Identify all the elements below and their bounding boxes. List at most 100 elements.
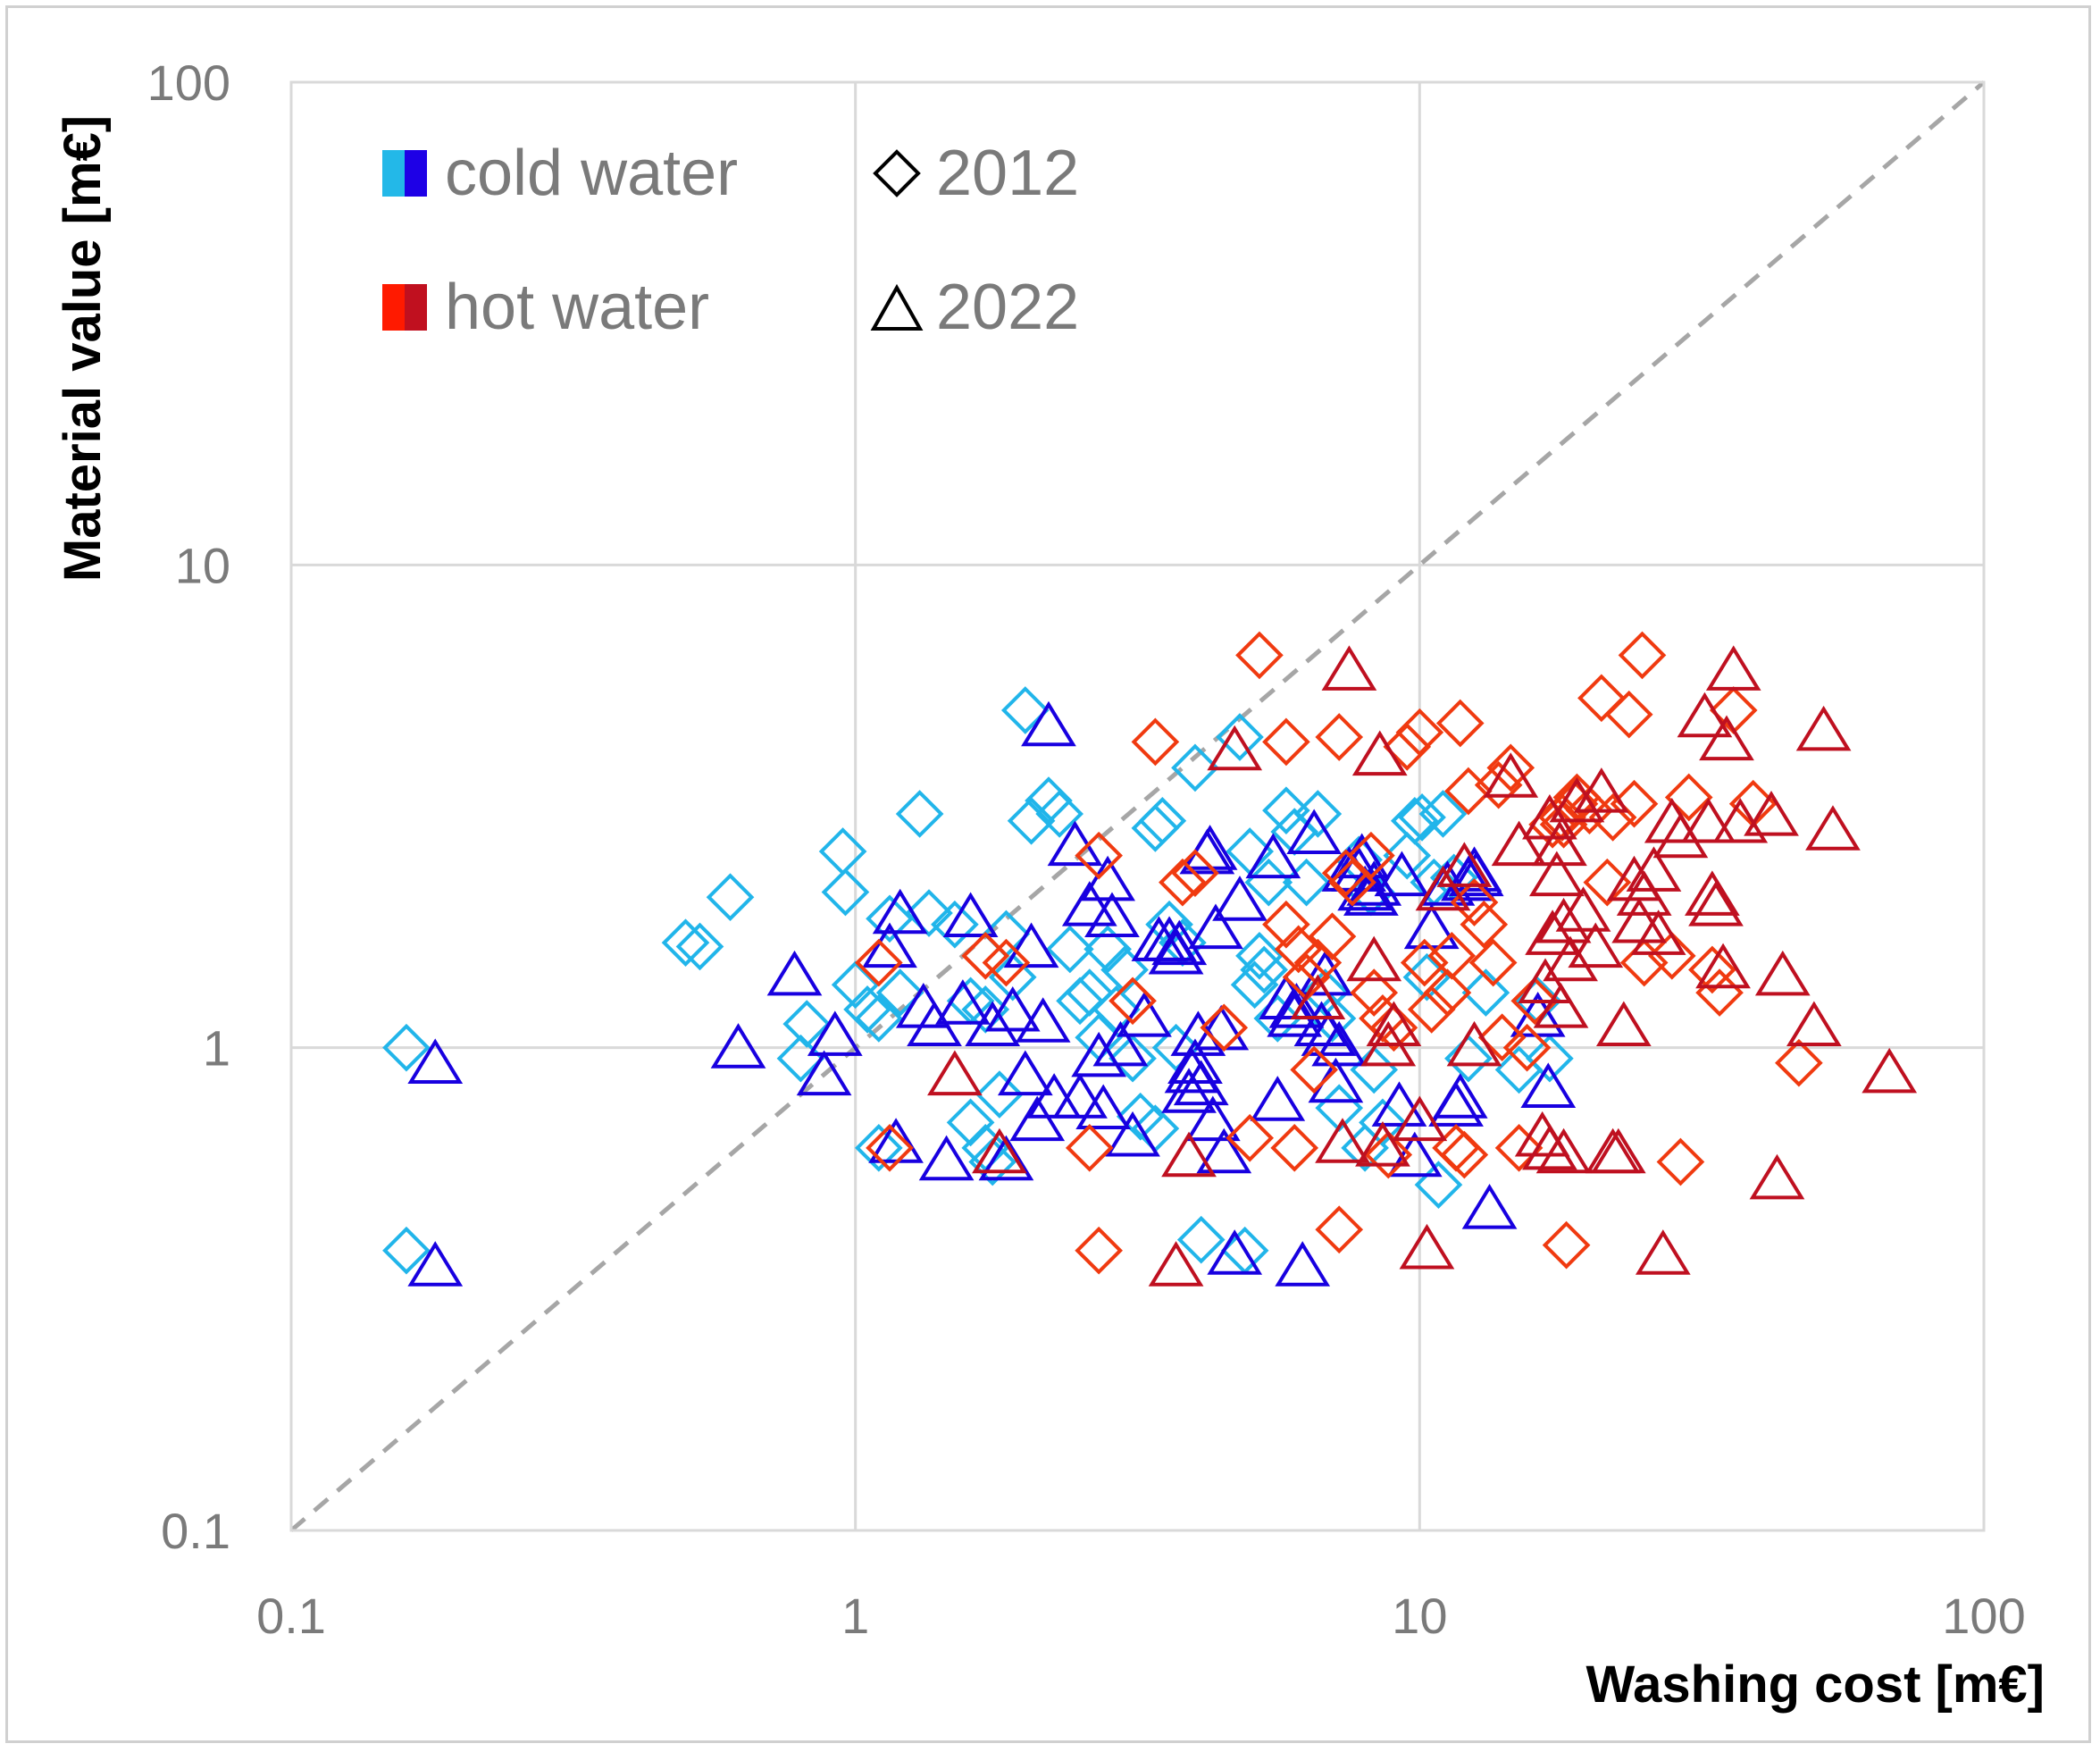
triangle-point-3-25 (1528, 851, 1585, 897)
diamond-point-2-40 (1444, 767, 1493, 816)
diamond-point-2-16 (1270, 1124, 1319, 1172)
diamond-point-0-50 (1230, 960, 1279, 1010)
diamond-point-0-19 (961, 985, 1010, 1034)
triangle-point-1-59 (1301, 1010, 1357, 1056)
triangle-point-1-56 (1286, 809, 1343, 855)
triangle-point-1-80 (1520, 1062, 1577, 1108)
diamond-point-0-46 (1176, 1215, 1226, 1264)
diamond-point-2-3 (982, 938, 1031, 987)
diamond-point-2-39 (1440, 1130, 1489, 1179)
diamond-point-0-58 (1293, 790, 1343, 838)
diamond-point-2-29 (1364, 1130, 1413, 1179)
triangle-point-1-61 (1311, 1020, 1368, 1067)
diamond-point-0-67 (1383, 831, 1432, 880)
triangle-point-1-58 (1297, 950, 1353, 996)
tick-labels: 0.1 1 10 100 0.1 1 10 100 (147, 54, 2026, 1644)
triangle-point-1-48 (1207, 1229, 1263, 1275)
triangle-point-3-21 (1518, 958, 1573, 1003)
diamond-point-2-7 (1109, 977, 1157, 1026)
diamond-point-2-60 (1604, 690, 1653, 739)
legend-entry-hot-water: hot water (382, 272, 709, 343)
diamond-point-2-44 (1474, 760, 1523, 809)
triangle-point-1-5 (807, 1010, 863, 1056)
triangle-point-3-43 (1635, 1229, 1691, 1275)
triangle-point-3-2 (1148, 1241, 1204, 1287)
diamond-point-0-76 (1461, 968, 1510, 1017)
diamond-point-0-66 (1359, 1098, 1407, 1147)
triangle-point-3-29 (1535, 897, 1592, 943)
triangle-point-1-12 (935, 979, 991, 1025)
diamond-point-0-36 (1100, 945, 1149, 994)
diamond-point-2-13 (1235, 631, 1284, 680)
diamond-point-2-32 (1395, 708, 1444, 757)
diamond-point-2-35 (1423, 968, 1472, 1017)
legend-diamond-icon (873, 149, 921, 197)
diamond-point-0-16 (905, 889, 953, 937)
triangle-point-1-14 (965, 1001, 1021, 1047)
triangle-point-1-20 (1015, 997, 1071, 1043)
diamond-point-2-64 (1647, 931, 1696, 980)
y-axis-title: Material value [m€] (54, 115, 112, 582)
triangle-point-3-9 (1351, 730, 1408, 776)
triangle-point-1-45 (1188, 903, 1243, 950)
legend-label-2022: 2022 (936, 272, 1079, 343)
diamond-point-2-36 (1427, 931, 1477, 980)
triangle-point-3-27 (1533, 983, 1589, 1028)
triangle-point-3-46 (1677, 692, 1733, 738)
diamond-point-2-48 (1502, 1023, 1552, 1072)
triangle-point-1-53 (1267, 992, 1323, 1037)
diamond-point-0-43 (1151, 1023, 1201, 1072)
triangle-point-3-36 (1590, 1127, 1646, 1174)
triangle-point-1-44 (1184, 1095, 1241, 1142)
diamond-point-0-47 (1216, 713, 1264, 761)
triangle-point-1-17 (997, 1050, 1053, 1096)
triangle-point-1-47 (1196, 1127, 1252, 1174)
triangle-point-3-15 (1415, 865, 1471, 911)
diamond-point-2-33 (1400, 938, 1449, 987)
triangle-point-1-24 (1052, 1073, 1108, 1119)
triangle-point-1-50 (1245, 833, 1301, 879)
diamond-point-0-14 (875, 968, 925, 1017)
triangle-point-1-30 (1092, 1020, 1149, 1067)
diamond-point-2-42 (1460, 900, 1509, 949)
legend-swatch-cold-dark (405, 150, 427, 197)
y-tick-label-1: 1 (203, 1020, 230, 1077)
diamond-point-0-39 (1131, 804, 1180, 852)
triangle-point-3-6 (1315, 1118, 1370, 1163)
triangle-point-1-16 (984, 985, 1041, 1032)
series-hot-water-2022 (927, 645, 1918, 1287)
triangle-point-3-3 (1161, 1131, 1217, 1178)
triangle-point-1-38 (1164, 1047, 1220, 1094)
diamond-point-2-10 (1171, 849, 1219, 898)
diamond-point-0-37 (1109, 1034, 1157, 1083)
diamond-point-2-19 (1290, 1045, 1338, 1094)
diamond-point-0-79 (1526, 1034, 1574, 1083)
diamond-point-2-30 (1369, 1003, 1418, 1052)
chart-frame (5, 5, 2091, 1743)
triangle-point-3-33 (1568, 922, 1624, 968)
triangle-point-1-67 (1346, 860, 1402, 906)
diamond-point-0-3 (675, 922, 724, 971)
triangle-point-1-3 (766, 950, 823, 996)
triangle-point-3-34 (1574, 767, 1629, 813)
legend-swatch-hot-light (382, 284, 405, 331)
triangle-point-1-49 (1212, 876, 1268, 921)
diamond-point-2-15 (1262, 900, 1310, 949)
diamond-point-2-46 (1486, 743, 1535, 792)
diamond-point-0-59 (1301, 968, 1350, 1017)
diamond-point-0-20 (946, 1098, 995, 1147)
triangle-point-3-26 (1532, 820, 1587, 867)
diamond-point-2-38 (1435, 699, 1485, 748)
triangle-point-1-28 (1080, 855, 1135, 901)
triangle-point-3-1 (972, 1127, 1027, 1174)
diamond-point-0-12 (854, 1124, 903, 1172)
triangle-point-3-45 (1652, 812, 1709, 859)
triangle-point-1-11 (918, 1135, 975, 1181)
triangle-point-1-78 (1461, 1184, 1518, 1229)
triangle-point-3-0 (927, 1050, 983, 1096)
diamond-point-0-38 (1116, 1092, 1165, 1141)
diamond-point-2-6 (1075, 831, 1123, 880)
triangle-point-3-13 (1392, 1095, 1448, 1142)
diamond-point-2-1 (866, 1124, 914, 1172)
